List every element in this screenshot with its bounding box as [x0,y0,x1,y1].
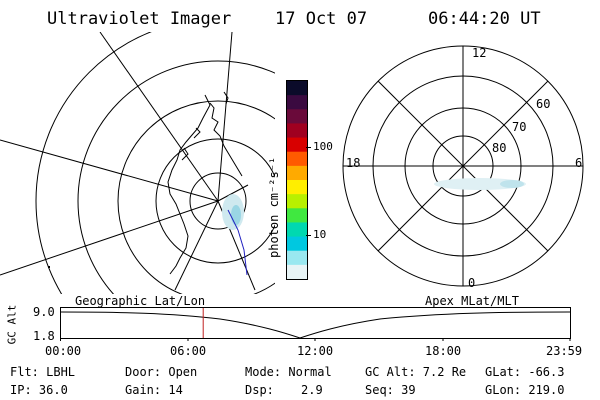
mlat-label-60: 60 [536,97,551,111]
colorbar-gradient [287,81,307,280]
colorbar-segment [287,180,307,195]
coastline [193,127,201,139]
colorbar [286,80,308,280]
mode-status: Mode: Normal [245,365,332,379]
terminator-line [227,209,248,276]
meridian-line [217,32,233,202]
meridian-line [99,32,219,202]
observation-time: 06:44:20 UT [428,9,541,29]
meridian-line [0,200,219,276]
polar-plot [342,45,584,287]
track-x-tick: 23:59 [546,344,583,358]
colorbar-segment [287,222,307,238]
lat-circle [35,32,152,294]
track-x-tick: 18:00 [425,344,462,358]
aurora-oval [500,180,524,188]
colorbar-tick-10: 10 [313,228,327,241]
colorbar-segment [287,95,307,110]
colorbar-segment [287,137,307,153]
lat-circle [117,100,275,294]
meridian-line [217,184,249,202]
colorbar-segment [287,165,307,181]
track-x-tick: 06:00 [170,344,207,358]
aurora-oval [434,178,526,190]
track-y-tick: 1.8 [33,329,55,343]
dsp-label: Dsp: [245,383,274,397]
colorbar-segment [287,81,307,96]
lat-circle [77,60,275,294]
track-right-title: Apex MLat/MLT [425,294,519,308]
seq-status: Seq: 39 [365,383,416,397]
map-dot [48,266,50,268]
coastline [181,147,189,161]
lat-circle [155,138,275,264]
colorbar-unit-label: photon cm⁻²s⁻¹ [267,156,281,258]
dsp-value: 2.9 [301,383,323,397]
gain-status: Gain: 14 [125,383,183,397]
track-y-axis-label: GC Alt [5,304,19,345]
lat-circle [189,172,247,230]
mlt-line [377,80,549,252]
gc-alt-status: GC Alt: 7.2 Re [365,365,467,379]
colorbar-segment [287,151,307,167]
coastline [167,94,211,275]
coastline [223,91,229,105]
meridian-line [0,139,219,202]
glat-status: GLat: -66.3 [485,365,565,379]
colorbar-segment [287,264,307,280]
aurora-glow [231,205,241,225]
mlt-label-right: 6 [575,156,583,170]
glon-status: GLon: 219.0 [485,383,565,397]
track-left-title: Geographic Lat/Lon [75,294,206,308]
altitude-track-plot [60,307,571,341]
colorbar-tick-mark [306,147,311,148]
coastline [209,102,243,177]
colorbar-segment [287,236,307,252]
mlt-label-bottom: 0 [468,276,476,290]
track-x-tick: 00:00 [45,344,82,358]
colorbar-segment [287,250,307,266]
mlt-label-left: 18 [346,156,361,170]
track-y-tick: 9.0 [33,305,55,319]
mlat-label-70: 70 [512,120,527,134]
observation-date: 17 Oct 07 [275,9,368,29]
meridian-line [174,200,219,291]
colorbar-tick-100: 100 [313,140,333,153]
filter-status: Flt: LBHL [10,365,76,379]
geographic-map [0,32,275,294]
colorbar-segment [287,123,307,139]
altitude-curve [60,311,571,339]
colorbar-tick-mark [306,235,311,236]
track-x-tick: 12:00 [297,344,334,358]
colorbar-segment [287,208,307,224]
ip-status: IP: 36.0 [10,383,68,397]
track-frame [60,307,571,339]
colorbar-segment [287,109,307,125]
mlat-label-80: 80 [492,141,507,155]
colorbar-segment [287,194,307,209]
mlt-label-top: 12 [472,46,487,60]
door-status: Door: Open [125,365,198,379]
instrument-title: Ultraviolet Imager [47,9,232,29]
